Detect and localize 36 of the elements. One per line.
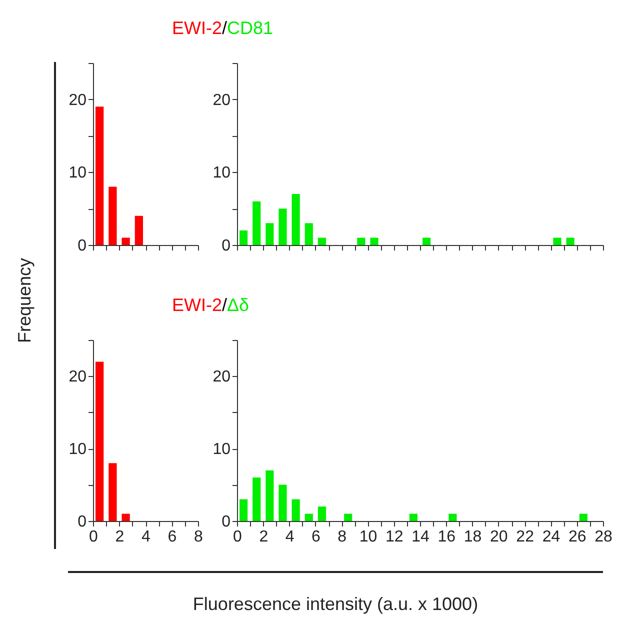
y-tick-label: 0 xyxy=(78,238,87,254)
x-tick-label: 16 xyxy=(438,528,456,546)
x-tick-label: 4 xyxy=(142,528,151,546)
x-tick-label: 12 xyxy=(385,528,404,546)
x-tick-label: 6 xyxy=(168,528,177,546)
x-tick-label: 2 xyxy=(115,528,124,546)
x-tick-label: 14 xyxy=(412,528,430,546)
y-tick-label: 20 xyxy=(68,368,87,386)
x-axis-title: Fluorescence intensity (a.u. x 1000) xyxy=(192,594,480,615)
y-tick-label: 10 xyxy=(212,164,231,182)
x-tick-label: 26 xyxy=(568,528,586,546)
x-tick-label: 10 xyxy=(359,528,378,546)
y-tick-label: 0 xyxy=(222,238,231,254)
x-tick-label: 4 xyxy=(285,528,294,546)
y-tick-label: 20 xyxy=(212,92,231,109)
x-tick-label: 2 xyxy=(259,528,268,546)
x-tick-label: 6 xyxy=(311,528,320,546)
y-tick-label: 20 xyxy=(212,368,231,386)
y-tick-label: 0 xyxy=(78,514,87,530)
x-tick-label: 24 xyxy=(542,528,560,546)
x-tick-label: 0 xyxy=(233,528,242,546)
y-tick-label: 10 xyxy=(212,441,231,458)
x-tick-label: 0 xyxy=(89,528,98,546)
y-tick-label: 0 xyxy=(222,514,231,530)
chart-title: EWI-2/CD81 xyxy=(172,18,274,38)
x-tick-label: 22 xyxy=(516,528,534,546)
y-axis-title: Frequency xyxy=(14,256,36,346)
y-tick-label: 10 xyxy=(68,164,87,182)
x-tick-label: 28 xyxy=(594,528,612,546)
x-tick-label: 20 xyxy=(490,528,508,546)
y-tick-label: 10 xyxy=(68,441,87,458)
x-tick-label: 8 xyxy=(194,528,204,546)
y-tick-label: 20 xyxy=(68,92,87,109)
x-tick-label: 18 xyxy=(464,528,482,546)
x-tick-label: 8 xyxy=(338,528,347,546)
chart-title: EWI-2/Δδ xyxy=(172,295,250,315)
